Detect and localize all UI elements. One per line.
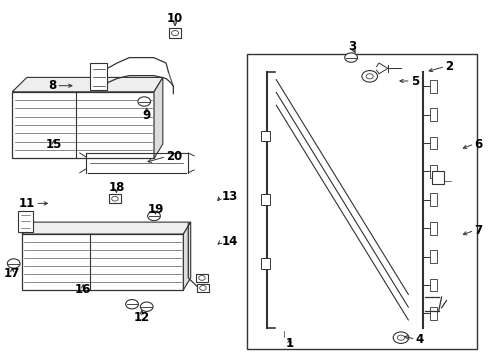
Text: 7: 7	[473, 224, 482, 237]
Text: 16: 16	[75, 283, 91, 296]
Text: 3: 3	[347, 40, 355, 53]
Text: 17: 17	[4, 267, 20, 280]
Bar	[429, 279, 436, 292]
Bar	[260, 258, 270, 269]
Text: 18: 18	[108, 181, 124, 194]
Circle shape	[171, 31, 178, 36]
Bar	[18, 211, 33, 232]
Circle shape	[138, 97, 150, 106]
Circle shape	[361, 71, 377, 82]
Bar	[429, 193, 436, 206]
Text: 12: 12	[133, 311, 150, 324]
Circle shape	[392, 332, 408, 343]
Circle shape	[140, 302, 153, 311]
Text: 9: 9	[142, 109, 150, 122]
Text: 15: 15	[45, 138, 62, 150]
Bar	[12, 92, 154, 158]
Bar	[431, 171, 443, 184]
Text: 10: 10	[166, 12, 183, 24]
Polygon shape	[12, 77, 163, 92]
Text: 8: 8	[48, 79, 56, 92]
Circle shape	[147, 211, 160, 221]
Text: 5: 5	[410, 75, 418, 87]
Polygon shape	[154, 77, 163, 158]
Text: 19: 19	[147, 203, 163, 216]
Text: 11: 11	[19, 197, 35, 210]
Circle shape	[397, 335, 404, 340]
Bar	[22, 234, 183, 290]
Polygon shape	[22, 222, 190, 234]
Circle shape	[198, 275, 205, 280]
Circle shape	[7, 259, 20, 268]
Text: 13: 13	[221, 190, 237, 203]
Text: 2: 2	[444, 60, 452, 73]
Bar	[197, 284, 208, 292]
Text: 20: 20	[166, 150, 182, 163]
Bar	[429, 222, 436, 235]
Bar	[429, 307, 436, 320]
Text: 1: 1	[285, 337, 293, 350]
Bar	[260, 194, 270, 205]
Circle shape	[199, 285, 206, 291]
Bar	[168, 28, 181, 38]
Bar	[260, 131, 270, 141]
Circle shape	[125, 300, 138, 309]
Bar	[429, 108, 436, 121]
Text: 4: 4	[415, 333, 423, 346]
Bar	[196, 274, 207, 282]
Circle shape	[111, 196, 118, 201]
Bar	[246, 54, 476, 349]
Circle shape	[344, 53, 357, 62]
Text: 6: 6	[473, 138, 482, 150]
Bar	[109, 194, 121, 203]
Bar	[90, 63, 107, 90]
Text: 14: 14	[221, 235, 237, 248]
Polygon shape	[183, 222, 190, 290]
Circle shape	[366, 74, 372, 79]
Bar	[429, 250, 436, 263]
Bar	[429, 136, 436, 149]
Bar	[429, 165, 436, 178]
Bar	[429, 80, 436, 93]
